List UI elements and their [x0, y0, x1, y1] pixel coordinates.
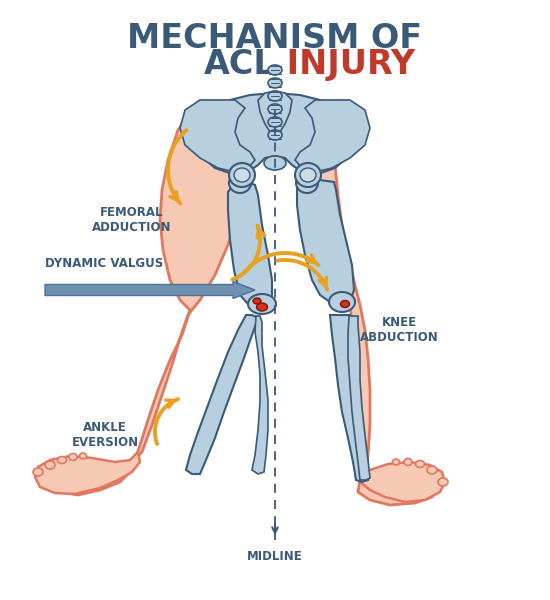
Ellipse shape — [256, 303, 267, 311]
Ellipse shape — [229, 173, 251, 193]
Ellipse shape — [404, 458, 412, 466]
Ellipse shape — [268, 91, 282, 101]
Ellipse shape — [329, 292, 355, 312]
Ellipse shape — [229, 163, 255, 187]
Polygon shape — [228, 182, 272, 308]
Polygon shape — [348, 316, 370, 480]
Text: KNEE
ABDUCTION: KNEE ABDUCTION — [360, 316, 439, 344]
Text: MIDLINE: MIDLINE — [247, 550, 303, 563]
Polygon shape — [42, 105, 245, 495]
Polygon shape — [180, 100, 255, 172]
Polygon shape — [195, 93, 355, 175]
Ellipse shape — [427, 466, 437, 474]
Text: DYNAMIC VALGUS: DYNAMIC VALGUS — [45, 257, 163, 270]
Polygon shape — [35, 452, 140, 494]
Polygon shape — [330, 315, 368, 482]
Polygon shape — [305, 105, 438, 505]
Text: MECHANISM OF: MECHANISM OF — [128, 22, 422, 55]
Ellipse shape — [69, 454, 77, 461]
Polygon shape — [360, 462, 445, 502]
Ellipse shape — [248, 294, 276, 314]
Ellipse shape — [234, 168, 250, 182]
Ellipse shape — [45, 461, 55, 469]
Ellipse shape — [295, 163, 321, 187]
Text: ANKLE
EVERSION: ANKLE EVERSION — [72, 421, 139, 449]
Polygon shape — [258, 91, 292, 134]
Ellipse shape — [58, 457, 67, 463]
Ellipse shape — [296, 173, 318, 193]
Ellipse shape — [268, 78, 282, 88]
FancyArrow shape — [45, 281, 255, 298]
Ellipse shape — [438, 478, 448, 486]
Ellipse shape — [268, 130, 282, 140]
Ellipse shape — [264, 156, 286, 170]
Ellipse shape — [415, 461, 425, 467]
Text: INJURY: INJURY — [275, 48, 415, 81]
Ellipse shape — [268, 65, 282, 75]
Ellipse shape — [393, 459, 399, 465]
Text: FEMORAL
ADDUCTION: FEMORAL ADDUCTION — [92, 206, 172, 234]
Ellipse shape — [33, 468, 43, 476]
Polygon shape — [297, 180, 354, 305]
Ellipse shape — [253, 298, 261, 304]
Text: ACL: ACL — [204, 48, 276, 81]
Ellipse shape — [268, 117, 282, 127]
Ellipse shape — [300, 168, 316, 182]
Polygon shape — [186, 315, 258, 474]
Polygon shape — [295, 100, 370, 172]
Polygon shape — [252, 316, 268, 474]
Ellipse shape — [268, 104, 282, 114]
Ellipse shape — [340, 301, 349, 307]
Ellipse shape — [80, 453, 86, 459]
